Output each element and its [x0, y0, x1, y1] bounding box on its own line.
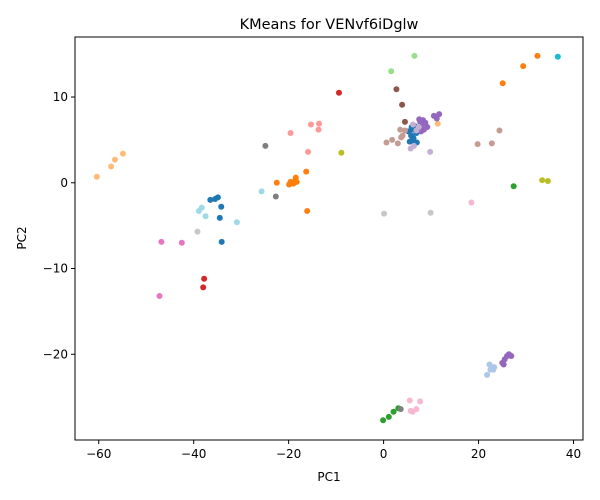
- scatter-point: [410, 121, 417, 128]
- scatter-point: [233, 219, 240, 226]
- scatter-point: [202, 213, 209, 220]
- scatter-point: [397, 406, 404, 413]
- scatter-point: [258, 188, 265, 195]
- scatter-point: [200, 284, 207, 291]
- scatter-point: [554, 53, 561, 60]
- y-axis: −20 −10 0 10: [43, 90, 75, 361]
- scatter-point: [383, 139, 390, 146]
- scatter-point: [287, 130, 294, 137]
- scatter-point: [434, 120, 441, 127]
- scatter-point: [381, 210, 388, 217]
- scatter-point: [273, 179, 280, 186]
- scatter-point: [474, 141, 481, 148]
- scatter-point: [534, 52, 541, 59]
- scatter-point: [389, 136, 396, 143]
- scatter-point: [305, 148, 312, 155]
- scatter-point: [488, 140, 495, 147]
- scatter-point: [398, 134, 405, 141]
- scatter-point: [401, 127, 408, 134]
- plot-area-frame: [74, 36, 584, 441]
- scatter-point: [111, 156, 118, 163]
- scatter-point: [407, 407, 414, 414]
- scatter-point: [500, 361, 507, 368]
- scatter-point: [484, 371, 491, 378]
- scatter-point: [410, 142, 417, 149]
- scatter-point: [288, 179, 295, 186]
- points-layer: [93, 52, 561, 424]
- scatter-point: [510, 183, 517, 190]
- chart-title: KMeans for VENvf6iDglw: [240, 17, 419, 33]
- scatter-point: [194, 228, 201, 235]
- scatter-point: [385, 413, 392, 420]
- scatter-point: [119, 150, 126, 157]
- scatter-point: [508, 352, 515, 359]
- scatter-point: [316, 120, 323, 127]
- x-axis-label: PC1: [317, 470, 340, 484]
- scatter-point: [198, 204, 205, 211]
- scatter-point: [201, 275, 208, 282]
- scatter-point: [544, 178, 551, 185]
- scatter-point: [520, 63, 527, 70]
- y-tick-label: −10: [43, 262, 68, 276]
- scatter-point: [315, 126, 322, 133]
- scatter-point: [218, 203, 225, 210]
- scatter-point: [491, 364, 498, 371]
- scatter-point: [335, 89, 342, 96]
- scatter-point: [420, 117, 426, 124]
- scatter-point: [427, 148, 434, 155]
- scatter-point: [496, 127, 503, 134]
- scatter-point: [413, 406, 420, 413]
- scatter-point: [427, 209, 434, 216]
- scatter-point: [406, 397, 413, 404]
- y-tick-label: 0: [60, 176, 68, 190]
- scatter-point: [397, 126, 404, 133]
- x-tick-label: 0: [380, 447, 388, 461]
- scatter-point: [218, 238, 225, 245]
- scatter-point: [156, 292, 163, 299]
- scatter-point: [304, 208, 311, 215]
- scatter-point: [272, 193, 279, 200]
- x-tick-label: −60: [86, 447, 111, 461]
- scatter-point: [307, 121, 314, 128]
- scatter-point: [411, 52, 418, 59]
- scatter-point: [415, 124, 422, 131]
- x-tick-label: 40: [566, 447, 581, 461]
- scatter-point: [424, 124, 431, 131]
- y-axis-label: PC2: [15, 226, 29, 249]
- scatter-point: [401, 118, 408, 125]
- y-tick-label: −20: [43, 347, 68, 361]
- scatter-point: [158, 238, 165, 245]
- scatter-point: [499, 80, 506, 87]
- scatter-point: [399, 101, 406, 108]
- scatter-point: [293, 178, 300, 185]
- scatter-point: [178, 239, 185, 246]
- scatter-point: [390, 408, 397, 415]
- scatter-point: [468, 199, 475, 206]
- x-tick-label: −40: [181, 447, 206, 461]
- y-tick-label: 10: [53, 90, 68, 104]
- scatter-point: [303, 168, 310, 175]
- scatter-point: [108, 163, 115, 170]
- scatter-point: [338, 149, 345, 156]
- scatter-point: [436, 111, 443, 118]
- scatter-point: [539, 177, 546, 184]
- scatter-point: [216, 214, 223, 221]
- scatter-point: [262, 142, 269, 149]
- scatter-point: [393, 86, 400, 93]
- x-axis: −60 −40 −20 0 20 40: [86, 440, 581, 461]
- scatter-point: [214, 194, 221, 201]
- scatter-point: [380, 417, 387, 424]
- scatter-point: [388, 68, 395, 75]
- x-tick-label: −20: [276, 447, 301, 461]
- x-tick-label: 20: [471, 447, 486, 461]
- scatter-point: [417, 398, 424, 405]
- scatter-point: [394, 140, 401, 147]
- scatter-point: [207, 196, 214, 203]
- scatter-point: [93, 173, 100, 180]
